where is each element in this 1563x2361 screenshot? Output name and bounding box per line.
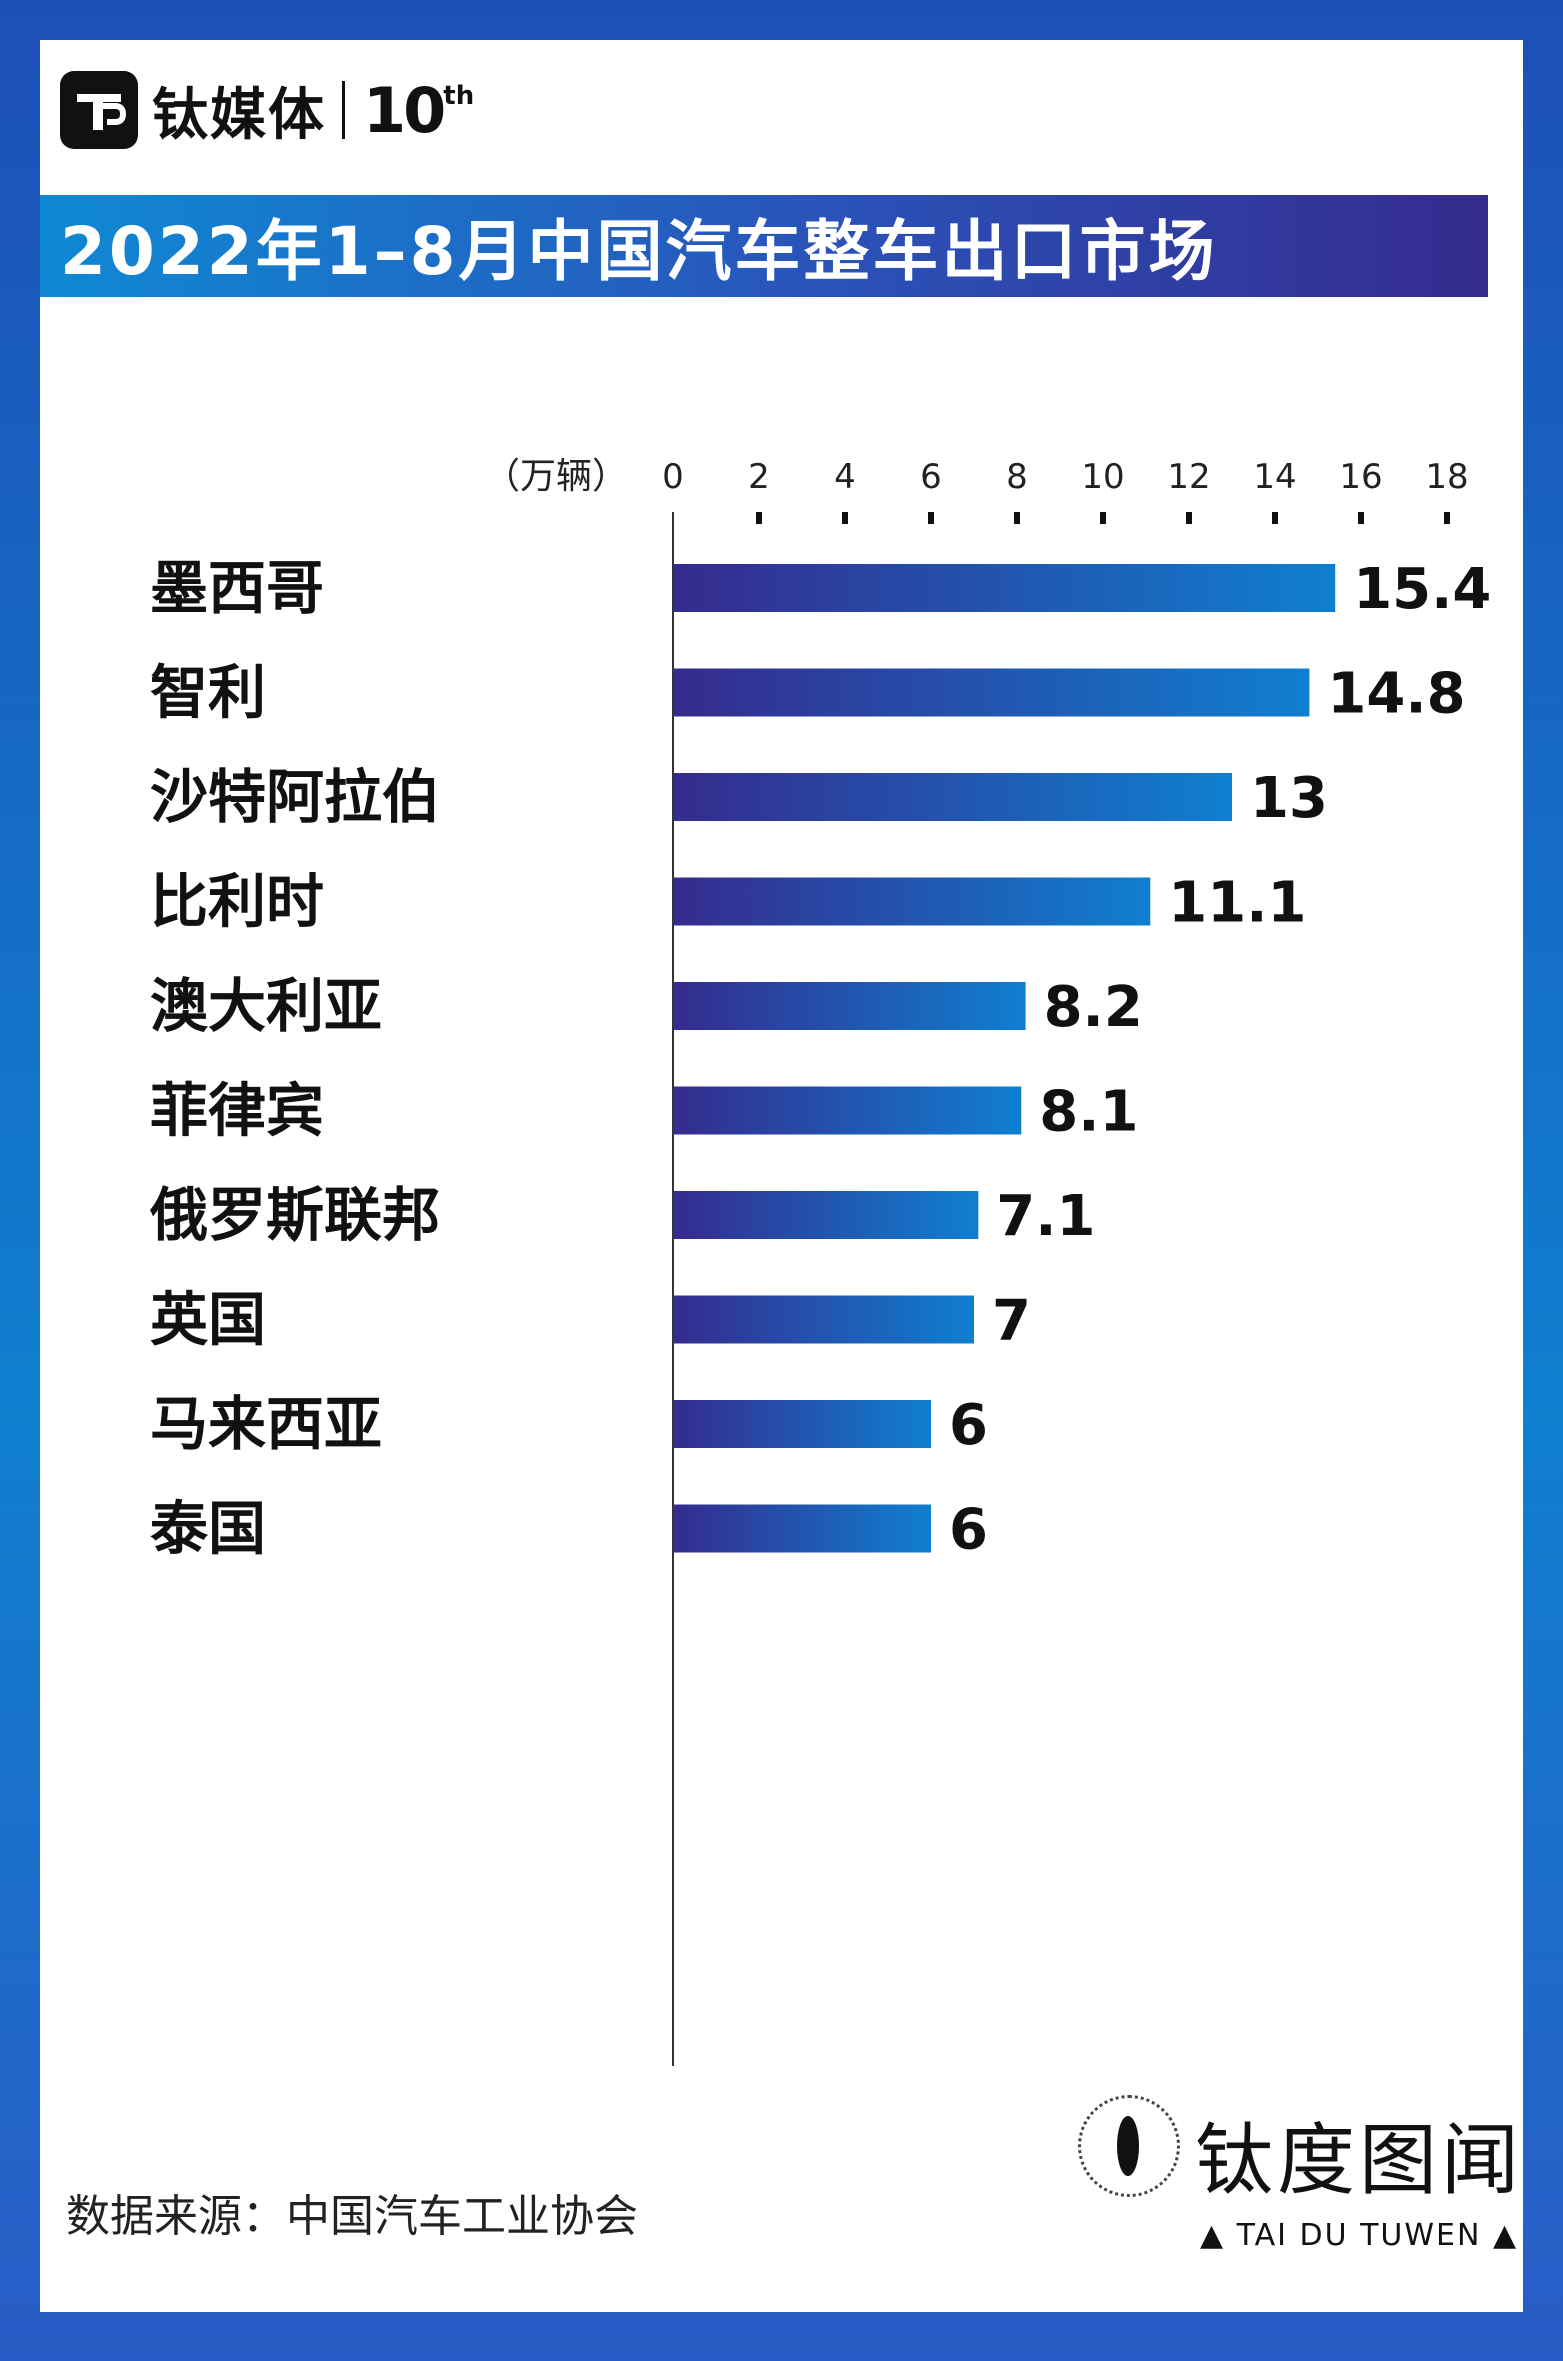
x-tick-mark [756,512,762,524]
x-tick-label: 4 [834,457,856,497]
bar [673,1504,931,1553]
value-label: 11.1 [1168,871,1306,936]
x-tick-mark [842,512,848,524]
category-label: 澳大利亚 [150,972,382,1040]
value-label: 8.1 [1039,1080,1138,1145]
eye-logo-icon [1078,2095,1180,2197]
x-axis: 0 2 4 6 8 10 12 14 16 18 [662,457,1469,524]
bar [673,1086,1022,1135]
bars: 墨西哥 15.4 智利 14.8 沙特阿拉伯 13 比利时 11.1 澳大利亚 8.2 菲律宾 8.1… [149,554,1491,1563]
category-label: 英国 [150,1286,266,1354]
axis-unit-label: （万辆） [484,456,628,497]
x-tick-label: 0 [662,457,684,497]
tmtpost-logo-icon [60,71,138,149]
x-tick-mark [1100,512,1106,524]
logo-divider [342,81,345,139]
value-label: 6 [949,1498,988,1563]
category-label: 马来西亚 [150,1390,382,1458]
x-tick-label: 2 [748,457,770,497]
category-label: 沙特阿拉伯 [150,763,440,831]
logo-anniversary: 10th [363,73,475,147]
x-tick-mark [1014,512,1020,524]
chart-card [40,40,1523,2312]
logo: 钛媒体 10th [60,65,474,155]
page-title: 2022年1–8月中国汽车整车出口市场 [60,213,1218,290]
bar [673,1295,974,1344]
x-tick-label: 12 [1167,457,1210,497]
category-label: 墨西哥 [150,554,324,622]
title-banner: 2022年1–8月中国汽车整车出口市场 [40,195,1488,297]
logo-name: 钛媒体 [152,82,326,148]
value-label: 7 [992,1289,1031,1354]
bar [673,564,1336,612]
bar [673,982,1026,1030]
x-tick-label: 18 [1425,457,1468,497]
bar [673,1400,931,1448]
category-label: 智利 [150,659,266,727]
bar [673,773,1232,821]
value-label: 7.1 [996,1184,1095,1249]
x-tick-mark [1444,512,1450,524]
bar [673,877,1151,926]
brand-name: 钛度图闻 [1195,2116,1524,2206]
value-label: 14.8 [1327,662,1465,727]
bar [673,1191,979,1239]
x-tick-mark [1186,512,1192,524]
category-label: 俄罗斯联邦 [149,1181,440,1249]
x-tick-mark [928,512,934,524]
x-tick-mark [1272,512,1278,524]
data-source: 数据来源：中国汽车工业协会 [66,2191,638,2242]
value-label: 15.4 [1353,557,1491,622]
category-label: 泰国 [150,1495,266,1563]
bar [673,668,1310,717]
brand-subtitle: ▲ TAI DU TUWEN ▲ [1200,2218,1519,2253]
value-label: 6 [949,1393,988,1458]
x-tick-label: 8 [1006,457,1028,497]
x-tick-label: 6 [920,457,942,497]
x-tick-mark [1358,512,1364,524]
x-tick-label: 10 [1081,457,1124,497]
value-label: 8.2 [1044,975,1143,1040]
category-label: 比利时 [150,868,324,936]
category-label: 菲律宾 [150,1077,324,1145]
value-label: 13 [1250,766,1328,831]
x-tick-label: 14 [1253,457,1296,497]
x-tick-label: 16 [1339,457,1382,497]
